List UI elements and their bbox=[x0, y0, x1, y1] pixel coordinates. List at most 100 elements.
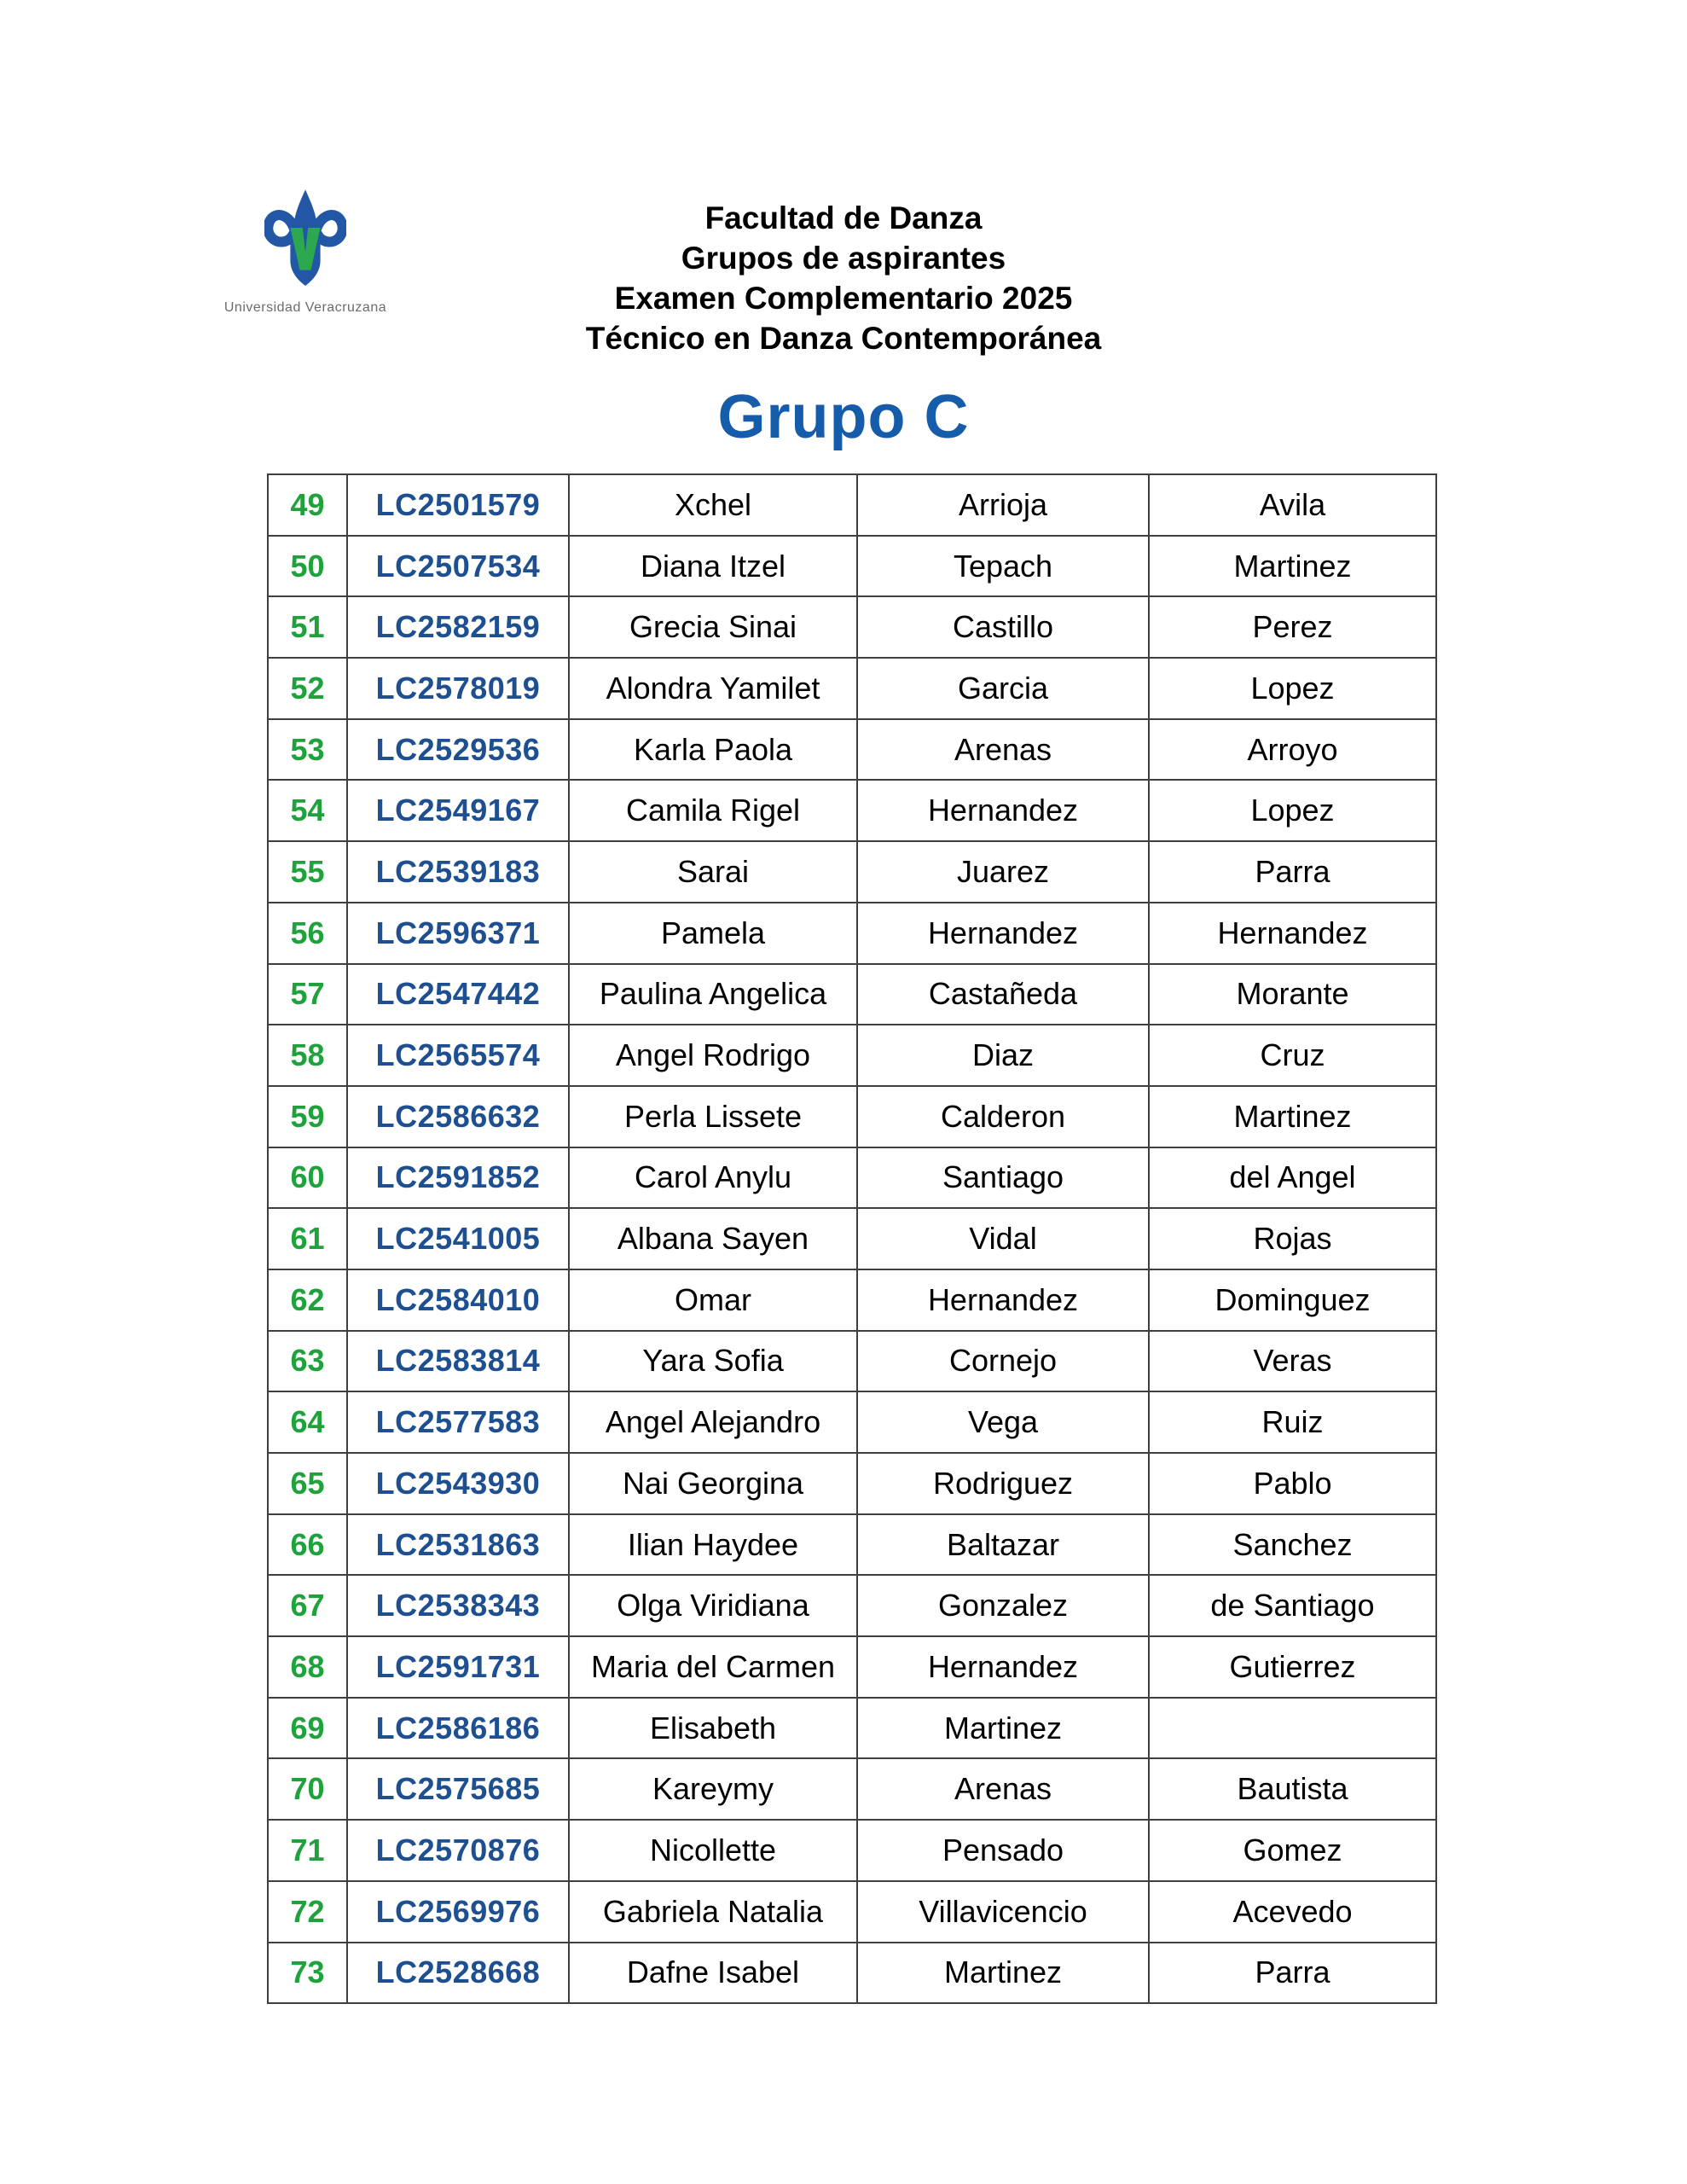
row-first-name: Dafne Isabel bbox=[568, 1941, 858, 2005]
row-number: 72 bbox=[267, 1879, 348, 1943]
row-first-name: Nai Georgina bbox=[568, 1452, 858, 1515]
header-line-groups: Grupos de aspirantes bbox=[681, 241, 1006, 276]
row-code: LC2569976 bbox=[346, 1879, 570, 1943]
group-title: Grupo C bbox=[717, 383, 970, 451]
row-first-name: Perla Lissete bbox=[568, 1084, 858, 1148]
row-number: 56 bbox=[267, 901, 348, 965]
row-maternal-surname: Martinez bbox=[1148, 534, 1437, 598]
row-first-name: Nicollette bbox=[568, 1819, 858, 1882]
row-maternal-surname: Avila bbox=[1148, 473, 1437, 537]
row-first-name: Gabriela Natalia bbox=[568, 1879, 858, 1943]
row-code: LC2549167 bbox=[346, 779, 570, 843]
row-first-name: Grecia Sinai bbox=[568, 595, 858, 659]
row-code: LC2547442 bbox=[346, 962, 570, 1026]
table-row: 63 LC2583814 Yara Sofia Cornejo Veras bbox=[267, 1329, 1437, 1393]
row-number: 58 bbox=[267, 1024, 348, 1087]
table-row: 52 LC2578019 Alondra Yamilet Garcia Lopez bbox=[267, 657, 1437, 720]
university-logo: Universidad Veracruzana bbox=[220, 189, 391, 316]
row-maternal-surname: Rojas bbox=[1148, 1207, 1437, 1270]
row-first-name: Alondra Yamilet bbox=[568, 657, 858, 720]
row-code: LC2575685 bbox=[346, 1757, 570, 1821]
row-first-name: Xchel bbox=[568, 473, 858, 537]
row-paternal-surname: Vidal bbox=[856, 1207, 1150, 1270]
row-first-name: Diana Itzel bbox=[568, 534, 858, 598]
logo-caption: Universidad Veracruzana bbox=[223, 300, 387, 315]
row-code: LC2584010 bbox=[346, 1268, 570, 1332]
row-maternal-surname: Lopez bbox=[1148, 779, 1437, 843]
row-maternal-surname: Morante bbox=[1148, 962, 1437, 1026]
row-paternal-surname: Tepach bbox=[856, 534, 1150, 598]
row-code: LC2586186 bbox=[346, 1696, 570, 1760]
row-paternal-surname: Diaz bbox=[856, 1024, 1150, 1087]
table-row: 67 LC2538343 Olga Viridiana Gonzalez de Sant… bbox=[267, 1574, 1437, 1638]
row-number: 73 bbox=[267, 1941, 348, 2005]
row-number: 49 bbox=[267, 473, 348, 537]
row-code: LC2591852 bbox=[346, 1146, 570, 1210]
row-number: 64 bbox=[267, 1391, 348, 1454]
row-paternal-surname: Pensado bbox=[856, 1819, 1150, 1882]
header-line-program: Técnico en Danza Contemporánea bbox=[585, 321, 1102, 356]
row-number: 63 bbox=[267, 1329, 348, 1393]
row-first-name: Omar bbox=[568, 1268, 858, 1332]
row-code: LC2565574 bbox=[346, 1024, 570, 1087]
row-number: 51 bbox=[267, 595, 348, 659]
logo-left-curl bbox=[264, 210, 301, 247]
row-number: 59 bbox=[267, 1084, 348, 1148]
roster-table-container: 49 LC2501579 Xchel Arrioja Avila 50 LC2507534 D… bbox=[267, 473, 1437, 2005]
row-paternal-surname: Hernandez bbox=[856, 779, 1150, 843]
row-first-name: Maria del Carmen bbox=[568, 1635, 858, 1699]
table-row: 54 LC2549167 Camila Rigel Hernandez Lopez bbox=[267, 779, 1437, 843]
row-maternal-surname: Bautista bbox=[1148, 1757, 1437, 1821]
row-number: 62 bbox=[267, 1268, 348, 1332]
row-code: LC2570876 bbox=[346, 1819, 570, 1882]
row-first-name: Ilian Haydee bbox=[568, 1513, 858, 1577]
row-code: LC2596371 bbox=[346, 901, 570, 965]
row-code: LC2541005 bbox=[346, 1207, 570, 1270]
row-number: 53 bbox=[267, 717, 348, 781]
row-maternal-surname: Lopez bbox=[1148, 657, 1437, 720]
row-maternal-surname: Ruiz bbox=[1148, 1391, 1437, 1454]
row-number: 67 bbox=[267, 1574, 348, 1638]
row-number: 50 bbox=[267, 534, 348, 598]
row-number: 54 bbox=[267, 779, 348, 843]
row-paternal-surname: Arrioja bbox=[856, 473, 1150, 537]
row-paternal-surname: Cornejo bbox=[856, 1329, 1150, 1393]
row-paternal-surname: Castillo bbox=[856, 595, 1150, 659]
table-row: 55 LC2539183 Sarai Juarez Parra bbox=[267, 840, 1437, 903]
row-first-name: Kareymy bbox=[568, 1757, 858, 1821]
row-code: LC2528668 bbox=[346, 1941, 570, 2005]
row-code: LC2507534 bbox=[346, 534, 570, 598]
row-number: 52 bbox=[267, 657, 348, 720]
row-paternal-surname: Martinez bbox=[856, 1941, 1150, 2005]
row-paternal-surname: Arenas bbox=[856, 717, 1150, 781]
row-code: LC2578019 bbox=[346, 657, 570, 720]
row-code: LC2543930 bbox=[346, 1452, 570, 1515]
table-row: 53 LC2529536 Karla Paola Arenas Arroyo bbox=[267, 717, 1437, 781]
row-maternal-surname: Hernandez bbox=[1148, 901, 1437, 965]
row-maternal-surname bbox=[1148, 1696, 1437, 1760]
row-maternal-surname: Sanchez bbox=[1148, 1513, 1437, 1577]
row-paternal-surname: Hernandez bbox=[856, 901, 1150, 965]
row-number: 65 bbox=[267, 1452, 348, 1515]
row-first-name: Camila Rigel bbox=[568, 779, 858, 843]
row-number: 55 bbox=[267, 840, 348, 903]
row-first-name: Carol Anylu bbox=[568, 1146, 858, 1210]
table-row: 69 LC2586186 Elisabeth Martinez bbox=[267, 1696, 1437, 1760]
row-paternal-surname: Villavicencio bbox=[856, 1879, 1150, 1943]
row-maternal-surname: Acevedo bbox=[1148, 1879, 1437, 1943]
row-number: 60 bbox=[267, 1146, 348, 1210]
table-row: 64 LC2577583 Angel Alejandro Vega Ruiz bbox=[267, 1391, 1437, 1454]
row-maternal-surname: Dominguez bbox=[1148, 1268, 1437, 1332]
row-paternal-surname: Vega bbox=[856, 1391, 1150, 1454]
row-paternal-surname: Castañeda bbox=[856, 962, 1150, 1026]
row-first-name: Elisabeth bbox=[568, 1696, 858, 1760]
row-number: 57 bbox=[267, 962, 348, 1026]
row-code: LC2582159 bbox=[346, 595, 570, 659]
row-paternal-surname: Martinez bbox=[856, 1696, 1150, 1760]
table-row: 61 LC2541005 Albana Sayen Vidal Rojas bbox=[267, 1207, 1437, 1270]
row-paternal-surname: Rodriguez bbox=[856, 1452, 1150, 1515]
row-code: LC2591731 bbox=[346, 1635, 570, 1699]
table-row: 66 LC2531863 Ilian Haydee Baltazar Sanchez bbox=[267, 1513, 1437, 1577]
row-maternal-surname: Parra bbox=[1148, 1941, 1437, 2005]
table-row: 71 LC2570876 Nicollette Pensado Gomez bbox=[267, 1819, 1437, 1882]
